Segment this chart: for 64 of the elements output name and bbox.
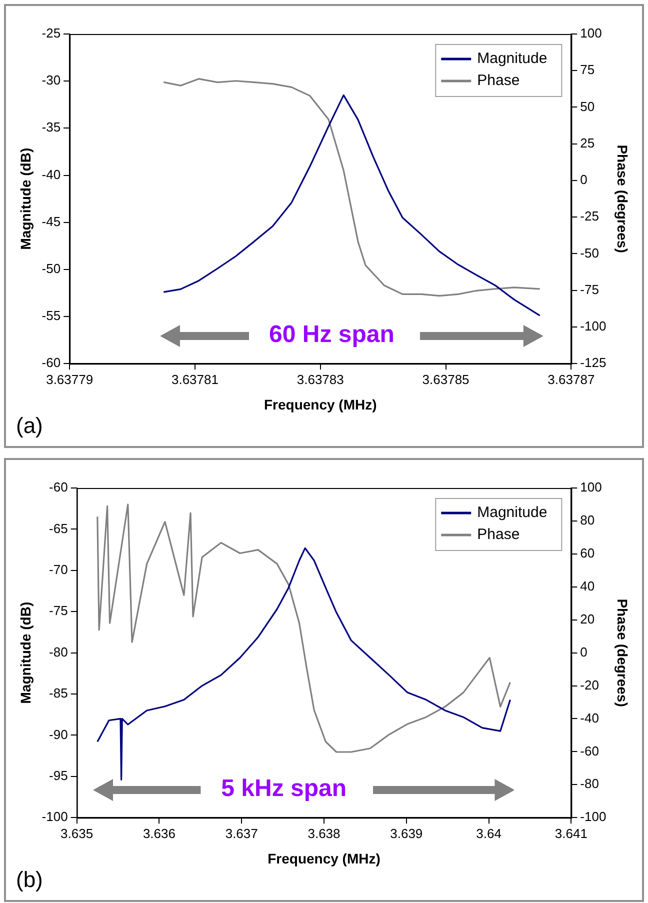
y-tick-label: -90 — [49, 726, 68, 742]
y-tick-label: -60 — [49, 480, 68, 495]
y-axis-title: Magnitude (dB) — [17, 148, 34, 250]
y2-tick-label: 20 — [580, 611, 595, 626]
x-axis-title: Frequency (MHz) — [268, 850, 380, 866]
x-tick-label: 3.639 — [390, 826, 423, 841]
y-tick-label: -75 — [49, 603, 68, 618]
y-tick-label: -85 — [49, 686, 68, 701]
y-tick-label: -80 — [49, 644, 68, 660]
y2-tick-label: -25 — [580, 208, 599, 224]
y-tick-label: -65 — [49, 520, 68, 536]
y-tick-label: -70 — [49, 562, 68, 577]
y2-tick-label: -100 — [580, 318, 606, 334]
x-tick-label: 3.63783 — [296, 372, 344, 387]
x-tick-label: 3.637 — [225, 826, 258, 841]
y2-tick-label: -80 — [580, 776, 599, 792]
x-tick-label: 3.641 — [554, 826, 588, 841]
x-tick-label: 3.63787 — [548, 372, 595, 387]
y2-axis-title: Phase (degrees) — [614, 598, 631, 707]
y-tick-label: -35 — [42, 120, 61, 135]
y2-tick-label: -100 — [580, 809, 606, 824]
y-axis-title: Magnitude (dB) — [17, 602, 34, 704]
x-tick-label: 3.636 — [142, 826, 176, 841]
x-tick-label: 3.64 — [476, 826, 502, 841]
x-tick-label: 3.635 — [60, 826, 94, 841]
y2-tick-label: -125 — [580, 355, 606, 370]
y-tick-label: -95 — [49, 768, 68, 783]
y2-tick-label: 0 — [580, 644, 588, 660]
y-tick-label: -40 — [42, 166, 61, 182]
y2-tick-label: -40 — [580, 710, 599, 726]
y-tick-label: -50 — [42, 261, 61, 276]
y2-tick-label: 100 — [580, 26, 602, 41]
legend-label: Phase — [477, 72, 520, 90]
text: (a) — [16, 413, 43, 438]
annotation: 60 Hz span — [269, 321, 394, 348]
legend-label: Phase — [477, 526, 520, 544]
y2-tick-label: 60 — [580, 546, 595, 560]
y2-tick-label: -50 — [580, 245, 599, 260]
y-tick-label: -30 — [42, 72, 61, 88]
y2-tick-label: 40 — [580, 578, 595, 594]
y-tick-label: -100 — [42, 809, 68, 824]
y2-tick-label: -75 — [580, 282, 599, 297]
y-tick-label: -45 — [42, 214, 61, 229]
y2-tick-label: -60 — [580, 743, 599, 758]
x-tick-label: 3.63779 — [46, 372, 94, 387]
annotation: 5 kHz span — [221, 775, 347, 802]
x-tick-label: 3.63785 — [422, 372, 470, 387]
x-tick-label: 3.638 — [308, 826, 340, 841]
legend-label: Magnitude — [477, 50, 548, 68]
y-tick-label: -55 — [42, 308, 61, 324]
y2-tick-label: 25 — [580, 135, 595, 150]
y2-axis-title: Phase (degrees) — [614, 144, 631, 253]
y2-tick-label: -20 — [580, 677, 599, 692]
y-tick-label: -60 — [42, 355, 61, 370]
x-axis-title: Frequency (MHz) — [264, 396, 377, 412]
y-tick-label: -25 — [42, 26, 61, 41]
y2-tick-label: 50 — [580, 98, 595, 114]
y2-tick-label: 100 — [580, 480, 602, 495]
y2-tick-label: 0 — [580, 172, 588, 188]
y2-tick-label: 80 — [580, 512, 595, 528]
legend-label: Magnitude — [477, 504, 548, 522]
text: (b) — [16, 867, 43, 892]
x-tick-label: 3.63781 — [171, 372, 218, 387]
y2-tick-label: 75 — [580, 62, 595, 78]
